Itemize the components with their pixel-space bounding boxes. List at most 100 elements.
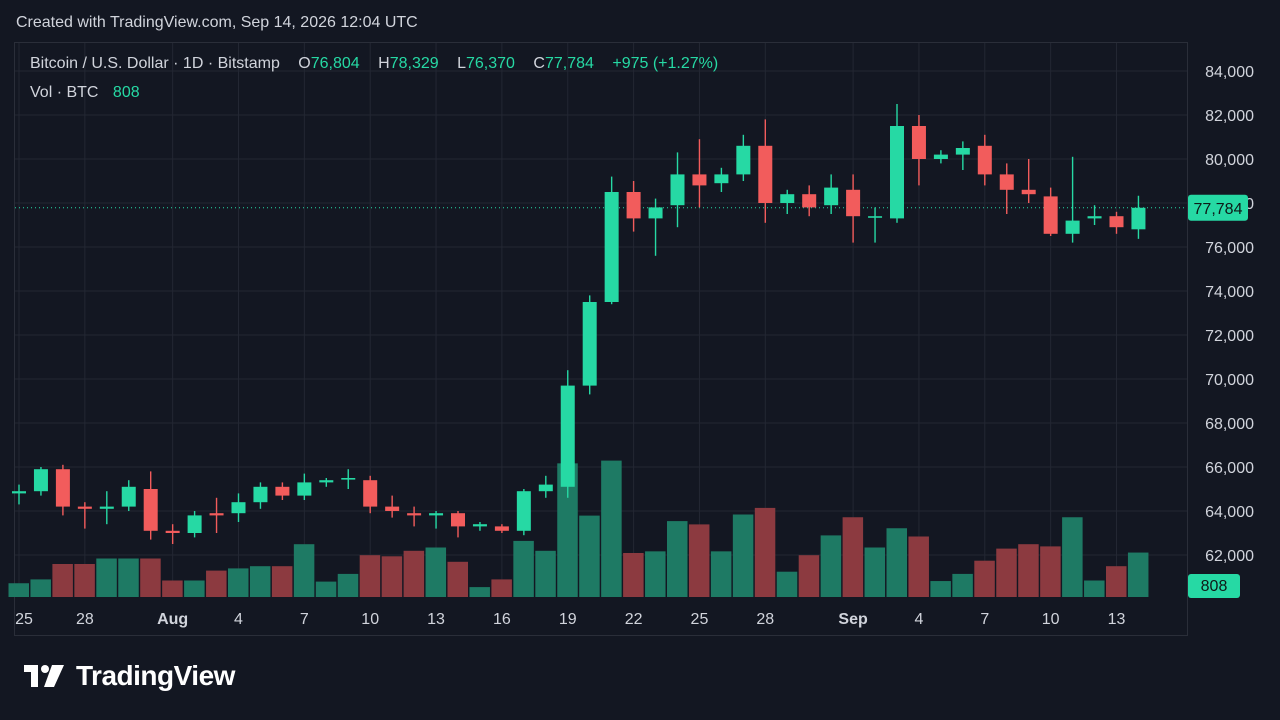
brand-name: TradingView — [76, 660, 235, 691]
volume-legend: Vol · BTC 808 — [30, 84, 140, 102]
chart-frame — [14, 42, 1188, 636]
time-tick-label: 10 — [1042, 611, 1060, 628]
candle-body — [231, 502, 246, 514]
candle-body — [911, 126, 926, 159]
price-tick-label: 84,000 — [1205, 64, 1254, 81]
volume-bar — [710, 551, 732, 597]
volume-bar — [842, 517, 864, 597]
volume-bar — [184, 580, 205, 597]
low-label: L — [457, 55, 466, 72]
volume-bar — [1084, 580, 1105, 597]
volume-value: 808 — [112, 84, 140, 101]
candle-body — [977, 145, 992, 175]
volume-bar — [798, 555, 820, 597]
candle-body — [955, 148, 970, 155]
candle-body — [341, 478, 356, 480]
volume-bar — [8, 583, 29, 597]
candle-body — [824, 187, 839, 206]
volume-bar — [579, 515, 600, 597]
candle-body — [121, 486, 136, 507]
candle-body — [385, 506, 400, 511]
volume-bar — [491, 579, 512, 597]
volume-bar — [623, 553, 644, 597]
volume-label[interactable]: Vol · BTC — [30, 84, 99, 101]
time-tick-label: 28 — [76, 611, 94, 628]
volume-bar — [732, 514, 754, 597]
candle-body — [1043, 196, 1058, 234]
volume-bar — [754, 507, 776, 597]
candle-body — [802, 194, 817, 208]
candle-body — [187, 515, 202, 533]
time-tick-label: 7 — [980, 611, 989, 628]
time-tick-label: 25 — [691, 611, 709, 628]
candle-body — [429, 513, 444, 516]
time-tick-label: 13 — [427, 611, 445, 628]
time-tick-label: 4 — [234, 611, 243, 628]
volume-bar — [952, 573, 973, 597]
candle-body — [297, 482, 312, 496]
time-tick-label: 10 — [361, 611, 379, 628]
volume-bar — [908, 536, 929, 597]
time-tick-label: 28 — [756, 611, 774, 628]
candle-body — [1065, 220, 1080, 234]
volume-bar — [1106, 566, 1127, 597]
volume-bar — [996, 548, 1017, 597]
volume-bar — [30, 579, 51, 597]
volume-bar — [447, 561, 468, 597]
candle-body — [933, 154, 948, 159]
volume-bar — [140, 558, 161, 597]
volume-bar — [513, 540, 534, 597]
candle-body — [407, 513, 422, 516]
chart-caption: Created with TradingView.com, Sep 14, 20… — [16, 14, 418, 31]
volume-bar — [820, 535, 842, 597]
candle-body — [143, 489, 158, 531]
price-tick-label: 74,000 — [1205, 284, 1254, 301]
volume-bar — [688, 524, 710, 597]
volume-bar — [864, 547, 886, 597]
candle-body — [12, 491, 26, 494]
close-value: 77,784 — [544, 55, 594, 72]
time-tick-label: Sep — [838, 611, 868, 628]
time-tick-label: 16 — [493, 611, 511, 628]
ohlc-legend: Bitcoin / U.S. Dollar · 1D · Bitstamp O7… — [30, 55, 718, 73]
candle-body — [648, 207, 663, 219]
close-label: C — [533, 55, 545, 72]
candle-body — [209, 513, 224, 516]
candle-body — [758, 145, 773, 203]
volume-bar — [601, 460, 622, 597]
candle-body — [516, 491, 531, 531]
candle-body — [319, 480, 334, 483]
candle-body — [604, 192, 619, 302]
volume-bar — [425, 547, 447, 597]
tradingview-logo[interactable]: TradingView — [22, 660, 235, 692]
volume-bar — [776, 571, 798, 597]
volume-bar — [886, 528, 907, 597]
candle-body — [582, 302, 597, 386]
open-value: 76,804 — [310, 55, 360, 72]
candle-body — [868, 216, 883, 218]
time-tick-label: 7 — [300, 611, 309, 628]
time-tick-label: 4 — [914, 611, 923, 628]
volume-bar — [381, 556, 403, 597]
time-tick-label: 22 — [625, 611, 643, 628]
price-tick-label: 68,000 — [1205, 416, 1254, 433]
candle-body — [890, 126, 904, 219]
high-value: 78,329 — [389, 55, 439, 72]
candle-body — [165, 530, 180, 533]
volume-bar — [315, 581, 337, 597]
candle-body — [560, 385, 575, 487]
price-tick-label: 70,000 — [1205, 372, 1254, 389]
volume-bar — [1127, 552, 1149, 597]
volume-bar — [974, 560, 995, 597]
price-tick-label: 80,000 — [1205, 152, 1254, 169]
candle-body — [670, 174, 685, 206]
candle-body — [846, 189, 861, 217]
price-tick-label: 76,000 — [1205, 240, 1254, 257]
candle-body — [99, 506, 114, 509]
tradingview-logo-icon — [24, 665, 64, 687]
last-price-badge — [1188, 194, 1248, 221]
symbol-title[interactable]: Bitcoin / U.S. Dollar · 1D · Bitstamp — [30, 55, 280, 72]
volume-bar — [228, 568, 249, 597]
time-tick-label: 19 — [559, 611, 577, 628]
